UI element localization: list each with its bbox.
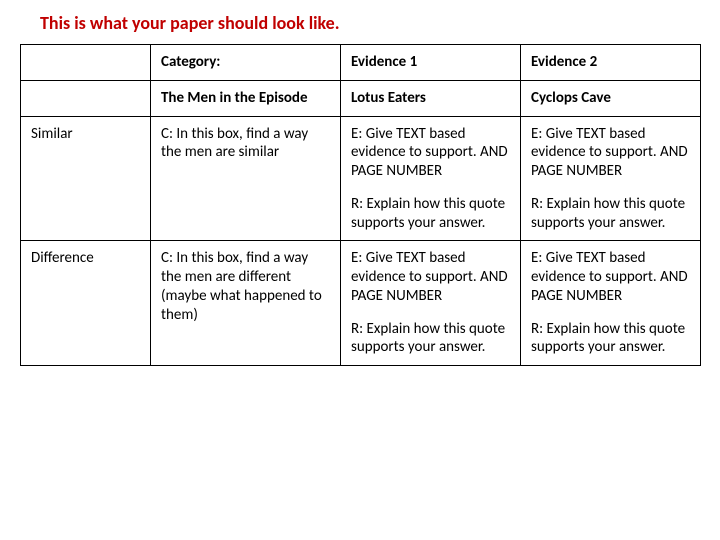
table-row: Category: Evidence 1 Evidence 2 (21, 45, 701, 81)
rationale-text: R: Explain how this quote supports your … (531, 195, 690, 233)
cell-similar-evidence2: E: Give TEXT based evidence to support. … (521, 116, 701, 241)
cell-blank (21, 80, 151, 116)
cell-similar-category: C: In this box, find a way the men are s… (151, 116, 341, 241)
cell-category-value: The Men in the Episode (151, 80, 341, 116)
cell-difference-label: Difference (21, 241, 151, 366)
rationale-text: R: Explain how this quote supports your … (531, 320, 690, 358)
cell-category-header: Category: (151, 45, 341, 81)
cell-similar-label: Similar (21, 116, 151, 241)
cell-similar-evidence1: E: Give TEXT based evidence to support. … (341, 116, 521, 241)
table-row: Similar C: In this box, find a way the m… (21, 116, 701, 241)
table-row: The Men in the Episode Lotus Eaters Cycl… (21, 80, 701, 116)
page-title: This is what your paper should look like… (40, 12, 700, 34)
cell-difference-evidence2: E: Give TEXT based evidence to support. … (521, 241, 701, 366)
table-row: Difference C: In this box, find a way th… (21, 241, 701, 366)
example-table: Category: Evidence 1 Evidence 2 The Men … (20, 44, 701, 366)
cell-evidence1-header: Evidence 1 (341, 45, 521, 81)
evidence-text: E: Give TEXT based evidence to support. … (351, 125, 510, 181)
cell-evidence2-header: Evidence 2 (521, 45, 701, 81)
evidence-text: E: Give TEXT based evidence to support. … (531, 249, 690, 305)
evidence-text: E: Give TEXT based evidence to support. … (531, 125, 690, 181)
rationale-text: R: Explain how this quote supports your … (351, 320, 510, 358)
cell-difference-evidence1: E: Give TEXT based evidence to support. … (341, 241, 521, 366)
cell-evidence2-value: Cyclops Cave (521, 80, 701, 116)
cell-blank (21, 45, 151, 81)
evidence-text: E: Give TEXT based evidence to support. … (351, 249, 510, 305)
cell-difference-category: C: In this box, find a way the men are d… (151, 241, 341, 366)
rationale-text: R: Explain how this quote supports your … (351, 195, 510, 233)
cell-evidence1-value: Lotus Eaters (341, 80, 521, 116)
